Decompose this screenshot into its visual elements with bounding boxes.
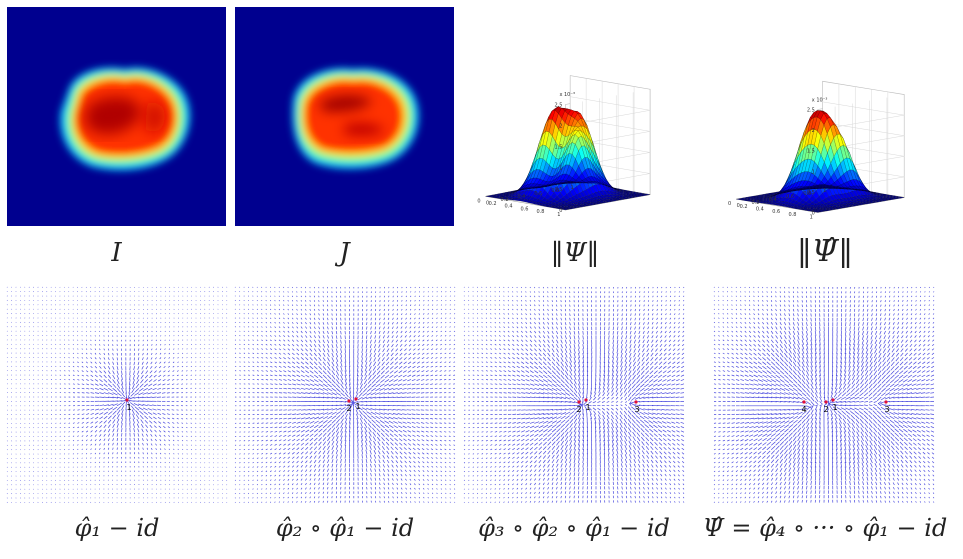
z-tick-label: 1 [559,166,562,172]
landmark-point [634,400,638,404]
landmark-label: 1 [832,403,837,412]
landmark-point [824,400,828,404]
landmark-label: 4 [801,405,806,414]
caption-phi1-id: φ̂₁ − id [74,514,160,542]
z-tick-label: 2 [559,124,562,130]
caption-phi2-phi1-id: φ̂₂ ∘ φ̂₁ − id [275,514,415,542]
y-tick-label: 1 [557,212,560,218]
landmark-label: 2 [576,405,581,414]
z-tick-label: 1.5 [554,145,562,151]
landmark-point [831,398,835,402]
y-tick-label: 0 [728,201,731,207]
x-tick-label: 0.8 [551,188,559,194]
landmark-label: 1 [585,403,590,412]
landmark-label: 3 [634,405,639,414]
y-tick-label: 0.4 [505,204,513,210]
x-tick-label: 0 [737,203,740,209]
y-tick-label: 0 [477,198,480,204]
z-tick-label: 2.5 [554,103,562,109]
landmark-label: 2 [346,404,351,413]
landmark-label: 3 [884,405,889,414]
landmark-point [125,398,129,402]
caption-I: I [111,238,122,268]
x-tick-label: 1 [823,188,826,194]
landmark-point [354,397,358,401]
caption-psi-hat-norm: ‖Ψ̂‖ [796,234,854,269]
image-J-heatmap [235,7,454,226]
landmark-label: 1 [126,403,131,412]
landmark-point [577,400,581,404]
y-tick-label: 0.2 [489,201,497,207]
image-I-heatmap [7,7,226,226]
landmark-label: 1 [355,402,360,411]
landmark-point [584,398,588,402]
caption-psi-norm: ‖Ψ‖ [550,238,600,268]
caption-psi-hat-composition: Ψ̂ = φ̂₄ ∘ ··· ∘ φ̂₁ − id [702,514,948,542]
landmark-label: 2 [823,405,828,414]
x-tick-label: 1 [571,185,574,191]
x-tick-label: 0.6 [786,194,794,200]
x-tick-label: 0 [486,200,489,206]
landmark-point [884,400,888,404]
z-tick-label: 0.5 [807,190,815,196]
y-tick-label: 0.8 [789,212,797,218]
x-tick-label: 0.2 [752,200,760,206]
y-tick-label: 0.6 [772,209,780,215]
y-tick-label: 0.4 [756,206,764,212]
z-tick-label: 2.5 [807,108,815,114]
z-tick-label: 1.5 [807,149,815,155]
landmark-point [347,399,351,403]
z-tick-label: 1 [812,169,815,175]
y-tick-label: 1 [810,214,813,220]
z-exponent-label: x 10⁻³ [812,97,828,103]
y-tick-label: 0.2 [740,204,748,210]
surface-plot-psi: 2.521.510.50x 10⁻³00.20.40.60.8110.80.60… [477,75,651,218]
caption-phi3-phi2-phi1-id: φ̂₃ ∘ φ̂₂ ∘ φ̂₁ − id [478,514,670,542]
z-exponent-label: x 10⁻³ [559,92,575,98]
y-tick-label: 0.8 [537,209,545,215]
surface-plot-psi-hat: 2.521.510.50x 10⁻³0 0.2 0.4 0.6 0.8 110.80.60… [728,80,905,220]
z-tick-label: 0 [812,210,815,216]
y-tick-label: 0.6 [521,206,529,212]
vector-field-phi1: 1 [6,286,228,503]
x-tick-label: 0.4 [769,197,777,203]
landmark-point [802,400,806,404]
x-tick-label: 0.2 [500,197,508,203]
z-tick-label: 2 [812,128,815,134]
caption-J: J [339,238,350,268]
z-tick-label: 0 [559,208,562,214]
x-tick-label: 0.6 [534,191,542,197]
z-tick-label: 0.5 [554,187,562,193]
x-tick-label: 0.4 [517,194,525,200]
x-tick-label: 0.8 [803,191,811,197]
